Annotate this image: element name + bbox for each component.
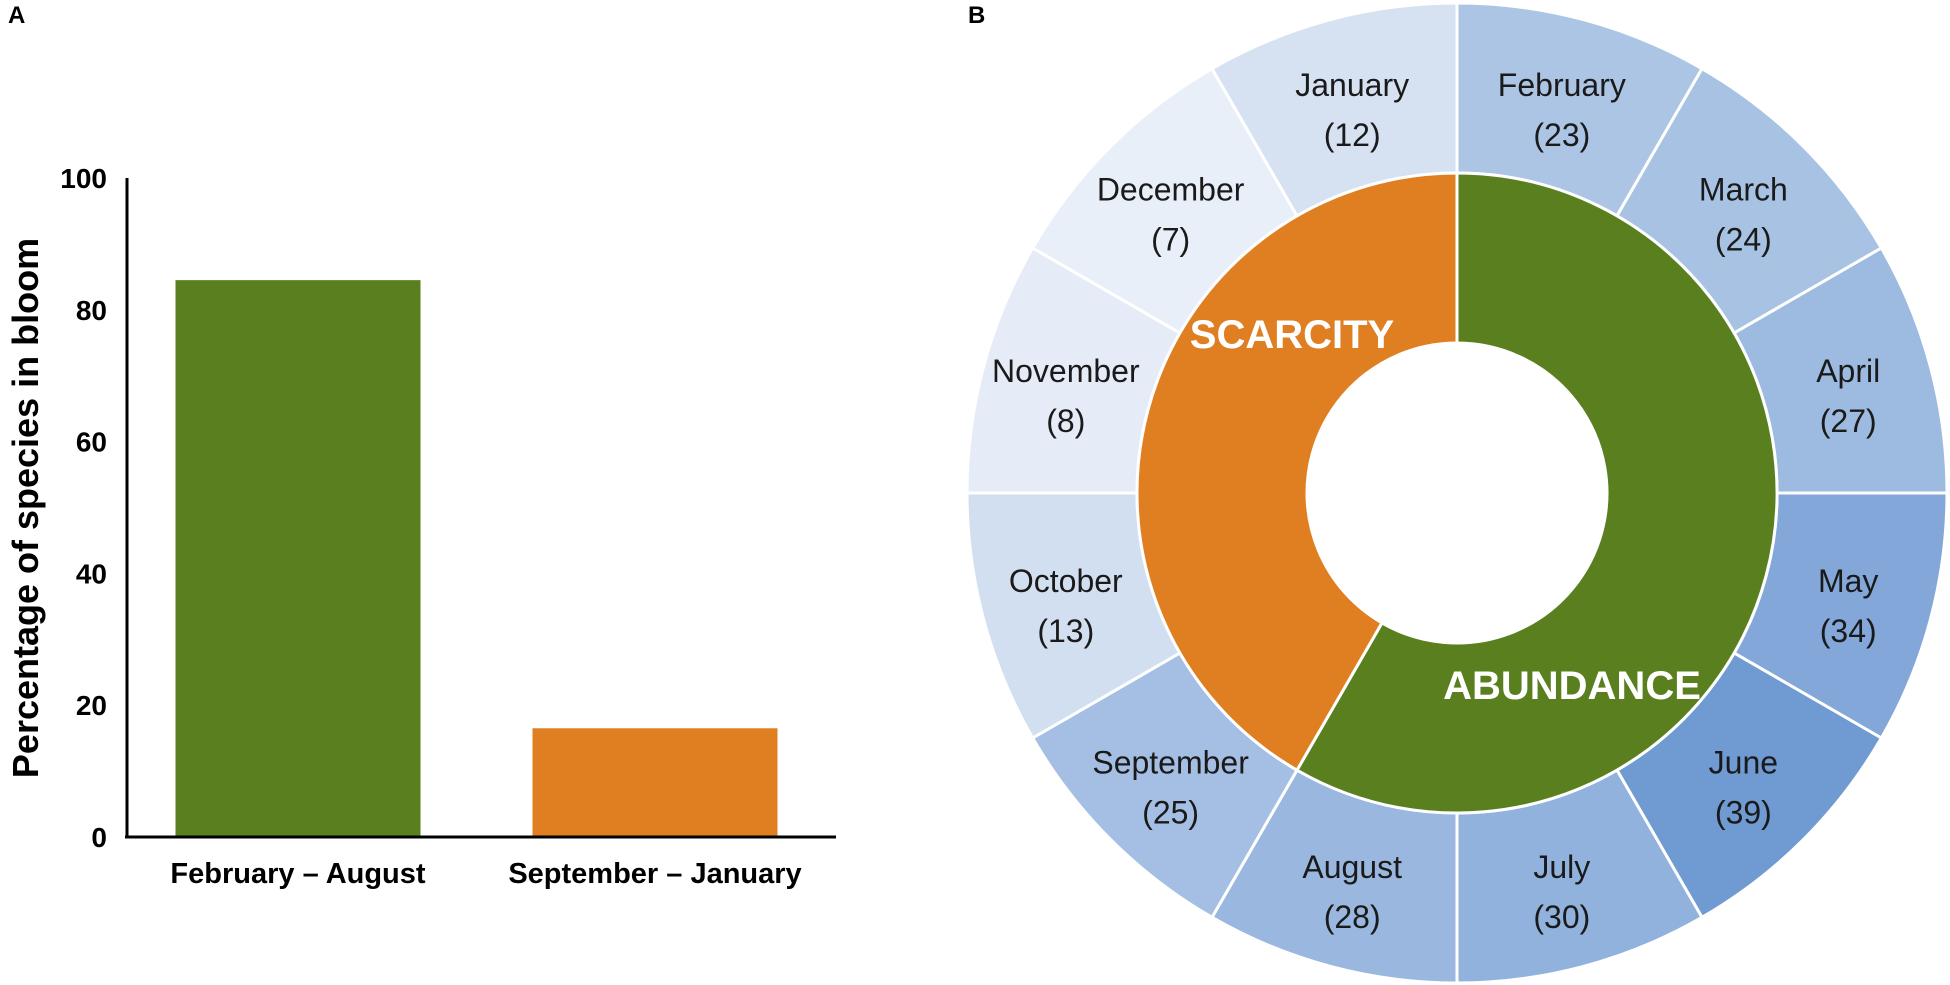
month-label-november: November [992, 353, 1140, 389]
bar-group [175, 280, 778, 837]
month-label-july: July [1533, 849, 1590, 885]
month-count-september: (25) [1142, 794, 1199, 830]
month-label-august: August [1302, 849, 1402, 885]
month-count-may: (34) [1820, 613, 1877, 649]
y-tick-labels: 0 20 40 60 80 100 [60, 163, 107, 853]
month-label-february: February [1498, 67, 1626, 103]
inner-label-abundance: ABUNDANCE [1443, 664, 1701, 708]
month-count-december: (7) [1151, 222, 1190, 258]
month-count-january: (12) [1324, 117, 1381, 153]
axes [125, 178, 836, 839]
month-label-may: May [1818, 563, 1878, 599]
month-count-june: (39) [1715, 794, 1772, 830]
y-tick-label: 40 [76, 558, 107, 589]
month-count-august: (28) [1324, 899, 1381, 935]
month-label-march: March [1699, 172, 1788, 208]
month-label-january: January [1295, 67, 1409, 103]
y-tick-label: 80 [76, 295, 107, 326]
inner-segment-abundance [1294, 171, 1779, 815]
month-label-june: June [1709, 744, 1778, 780]
y-tick-label: 100 [60, 163, 107, 194]
inner-segment-scarcity [1135, 171, 1459, 773]
y-tick-label: 20 [76, 690, 107, 721]
x-tick-label: September – January [508, 858, 801, 890]
month-count-october: (13) [1037, 613, 1094, 649]
month-count-march: (24) [1715, 222, 1772, 258]
month-count-november: (8) [1046, 403, 1085, 439]
y-tick-label: 60 [76, 427, 107, 458]
y-tick-label: 0 [91, 822, 107, 853]
panel-a-letter: A [8, 2, 26, 29]
month-label-september: September [1092, 744, 1249, 780]
inner-ring [1135, 171, 1779, 815]
donut-chart: February (23) March (24) April (27) May (34) Jun… [965, 1, 1949, 985]
month-label-october: October [1009, 563, 1123, 599]
month-label-april: April [1816, 353, 1880, 389]
panel-b-letter: B [968, 2, 986, 29]
month-count-april: (27) [1820, 403, 1877, 439]
ring-labels: February (23) March (24) April (27) May (34) Jun… [992, 67, 1880, 935]
inner-label-scarcity: SCARCITY [1190, 313, 1395, 357]
bar-february-august [175, 280, 421, 837]
month-count-february: (23) [1533, 117, 1590, 153]
outer-ring [965, 1, 1949, 985]
x-tick-label: February – August [170, 858, 425, 890]
x-tick-labels: February – August September – January [170, 858, 801, 890]
bar-september-january [532, 728, 778, 837]
bar-chart: 0 20 40 60 80 100 February – August September … [5, 163, 836, 890]
month-label-december: December [1097, 172, 1245, 208]
month-count-july: (30) [1533, 899, 1590, 935]
y-axis-label: Percentage of species in bloom [5, 238, 46, 778]
